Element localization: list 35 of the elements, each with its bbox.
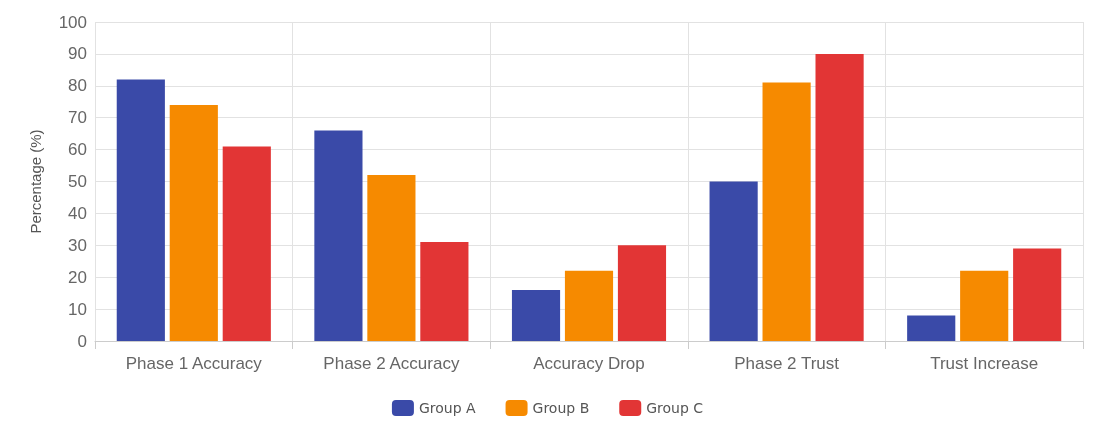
y-axis-title: Percentage (%) bbox=[27, 129, 44, 234]
bar bbox=[116, 79, 165, 341]
bar bbox=[314, 130, 363, 341]
bar bbox=[815, 53, 864, 341]
y-tick-label: 60 bbox=[68, 140, 87, 160]
x-tick-label: Trust Increase bbox=[930, 354, 1039, 373]
x-tick-label: Phase 1 Accuracy bbox=[125, 354, 263, 373]
y-tick-label: 90 bbox=[68, 44, 87, 64]
bar bbox=[907, 315, 956, 341]
bar bbox=[222, 146, 271, 341]
y-tick-label: 30 bbox=[68, 235, 87, 255]
bar bbox=[564, 270, 614, 341]
legend-label: Group C bbox=[646, 400, 704, 416]
bar bbox=[1013, 248, 1062, 341]
bar bbox=[762, 82, 811, 341]
x-tick-label: Phase 2 Accuracy bbox=[323, 354, 460, 373]
bar bbox=[420, 242, 469, 341]
y-tick-label: 0 bbox=[77, 331, 87, 351]
legend-label: Group B bbox=[532, 400, 590, 416]
bar bbox=[709, 181, 758, 341]
bar bbox=[169, 104, 218, 341]
y-tick-label: 100 bbox=[58, 12, 87, 32]
bar bbox=[960, 270, 1009, 341]
y-tick-label: 10 bbox=[68, 299, 87, 319]
bar bbox=[617, 245, 667, 341]
x-tick-label: Accuracy Drop bbox=[533, 354, 645, 373]
bar bbox=[511, 289, 561, 341]
y-tick-label: 40 bbox=[68, 203, 87, 223]
y-tick-label: 70 bbox=[68, 108, 87, 128]
x-tick-label: Phase 2 Trust bbox=[734, 354, 840, 373]
legend-label: Group A bbox=[418, 400, 476, 416]
y-tick-label: 80 bbox=[68, 76, 87, 96]
bar bbox=[367, 175, 416, 341]
y-tick-label: 20 bbox=[68, 267, 87, 287]
y-tick-label: 50 bbox=[68, 172, 87, 191]
